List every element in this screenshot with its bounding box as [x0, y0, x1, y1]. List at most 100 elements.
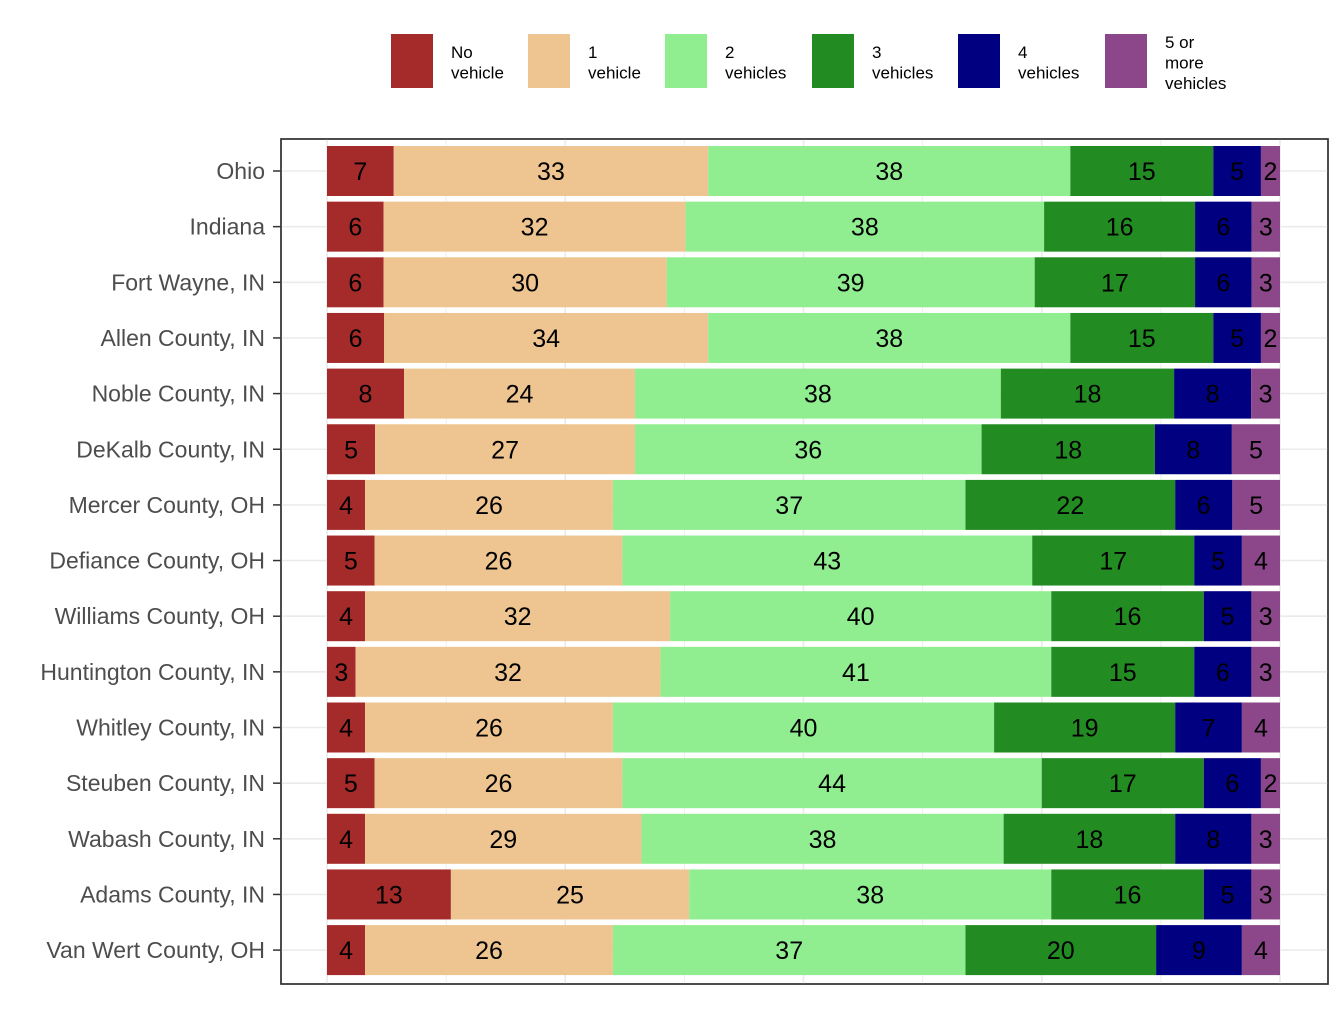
legend-item: No vehicle	[391, 34, 504, 88]
bar-segment	[1175, 813, 1252, 864]
bar-value-label: 43	[813, 548, 841, 576]
legend-item: 4 vehicles	[958, 34, 1079, 88]
bar-row: 6 30 39 17 6 3	[327, 257, 1280, 308]
legend-label: 4	[1018, 43, 1027, 62]
y-axis-category-label: Van Wert County, OH	[46, 937, 265, 963]
bar-segment	[375, 424, 636, 475]
legend-key	[812, 34, 854, 88]
legend-label: 2	[725, 43, 734, 62]
bar-value-label: 3	[334, 659, 348, 687]
y-axis-category-label: Mercer County, OH	[69, 492, 265, 518]
bar-value-label: 27	[491, 436, 519, 464]
bar-segment	[393, 146, 709, 196]
bar-value-label: 17	[1101, 269, 1129, 297]
bar-segment	[1232, 479, 1280, 530]
bar-segment	[1195, 201, 1252, 252]
bar-value-label: 5	[1221, 881, 1235, 909]
bar-segment	[622, 535, 1033, 586]
bar-segment	[1195, 257, 1252, 308]
bar-segment	[1156, 925, 1242, 976]
bar-segment	[1174, 368, 1252, 419]
bar-segment	[327, 479, 366, 530]
bar-value-label: 4	[1254, 715, 1268, 743]
legend-key	[528, 34, 570, 88]
bar-segment	[635, 368, 1001, 419]
bar-value-label: 38	[875, 325, 903, 353]
y-axis-category-label: Whitley County, IN	[76, 715, 265, 741]
y-axis-category-label: Ohio	[216, 158, 265, 184]
bar-value-label: 5	[1221, 603, 1235, 631]
bar-value-label: 40	[847, 603, 875, 631]
bar-row: 4 26 40 19 7 4	[327, 702, 1280, 753]
bar-value-label: 38	[856, 881, 884, 909]
legend-key	[958, 34, 1000, 88]
bar-row: 4 29 38 18 8 3	[327, 813, 1280, 864]
bar-value-label: 37	[775, 492, 803, 520]
bar-segment	[1070, 146, 1214, 196]
bar-segment	[374, 535, 623, 586]
bar-row: 7 33 38 15 5 2	[327, 146, 1280, 196]
bar-value-label: 5	[1211, 548, 1225, 576]
bar-segment	[383, 201, 686, 252]
bar-segment	[612, 702, 995, 753]
bar-value-label: 41	[842, 659, 870, 687]
bar-value-label: 3	[1259, 269, 1273, 297]
bar-segment	[1251, 368, 1280, 419]
bar-segment	[1213, 146, 1261, 196]
bar-value-label: 5	[1249, 436, 1263, 464]
legend-label: 3	[872, 43, 881, 62]
legend-item: 3 vehicles	[812, 34, 933, 88]
bar-segment	[365, 591, 671, 642]
bar-value-label: 26	[475, 937, 503, 965]
bar-segment	[384, 312, 709, 363]
legend-key	[665, 34, 707, 88]
bar-value-label: 6	[349, 325, 363, 353]
bar-segment	[635, 424, 982, 475]
bar-value-label: 20	[1047, 937, 1075, 965]
bar-value-label: 16	[1114, 603, 1142, 631]
bar-row: 3 32 41 15 6 3	[327, 646, 1280, 697]
bar-value-label: 8	[1206, 381, 1220, 409]
bar-segment	[641, 813, 1004, 864]
bar-row: 8 24 38 18 8 3	[327, 368, 1280, 419]
bar-value-label: 39	[837, 269, 865, 297]
bar-value-label: 5	[1230, 158, 1244, 186]
bar-value-label: 4	[339, 826, 353, 854]
bar-value-label: 4	[339, 603, 353, 631]
y-axis-category-label: Wabash County, IN	[68, 826, 265, 852]
legend-label: vehicles	[872, 64, 933, 83]
bar-value-label: 38	[851, 214, 879, 242]
row-labels: Ohio Indiana Fort Wayne, IN Allen County, I…	[40, 158, 281, 963]
bar-segment	[1041, 758, 1204, 809]
bar-segment	[1051, 869, 1204, 920]
bar-segment	[1203, 591, 1252, 642]
legend-label: 5 or	[1165, 33, 1195, 52]
legend-label: vehicle	[588, 64, 641, 83]
bar-value-label: 4	[1254, 937, 1268, 965]
legend-label: vehicle	[451, 64, 504, 83]
bar-value-label: 9	[1192, 937, 1206, 965]
bar-value-label: 26	[485, 548, 513, 576]
bar-value-label: 6	[1216, 214, 1230, 242]
bar-value-label: 6	[348, 269, 362, 297]
bar-segment	[994, 702, 1176, 753]
bar-value-label: 15	[1128, 325, 1156, 353]
bar-segment	[327, 925, 366, 976]
bar-value-label: 37	[775, 937, 803, 965]
bar-segment	[1070, 312, 1214, 363]
bar-segment	[981, 424, 1155, 475]
bar-value-label: 18	[1075, 826, 1103, 854]
bar-value-label: 18	[1074, 381, 1102, 409]
bar-row: 5 27 36 18 8 5	[327, 424, 1280, 475]
bar-value-label: 5	[344, 770, 358, 798]
bar-value-label: 38	[875, 158, 903, 186]
legend: No vehicle 1 vehicle 2 vehicles 3 vehicles 4 vehi…	[391, 33, 1226, 93]
bar-segment	[1251, 646, 1280, 697]
bar-value-label: 8	[359, 381, 373, 409]
bar-segment	[404, 368, 636, 419]
bar-value-label: 8	[1186, 436, 1200, 464]
bar-value-label: 3	[1259, 381, 1273, 409]
bar-value-label: 36	[794, 436, 822, 464]
legend-label: No	[451, 43, 473, 62]
